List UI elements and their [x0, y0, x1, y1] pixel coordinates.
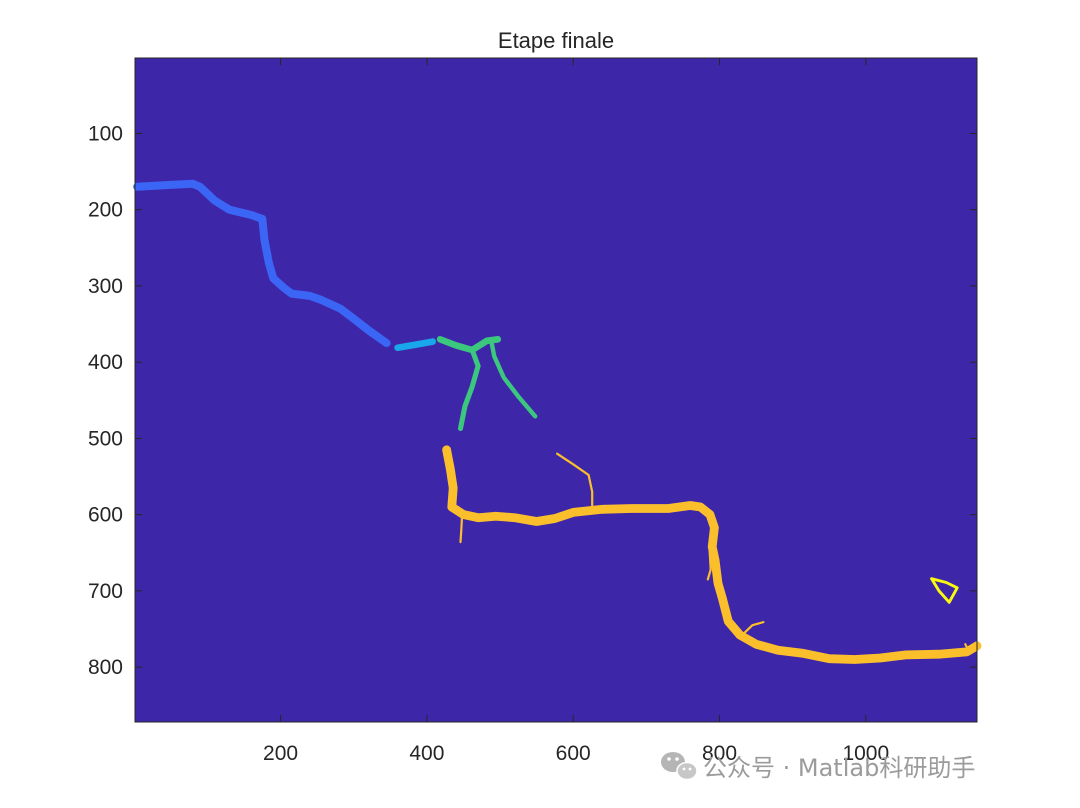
- path-segment-7: [555, 452, 594, 507]
- y-tick-label: 600: [88, 504, 123, 527]
- y-tick-label: 300: [88, 275, 123, 298]
- path-segment-2: [394, 338, 437, 352]
- x-tick-label: 800: [702, 742, 737, 765]
- path-segment-8: [459, 515, 464, 544]
- x-tick-label: 600: [556, 742, 591, 765]
- y-tick-label: 400: [88, 351, 123, 374]
- watermark: 公众号 · Matlab科研助手: [661, 752, 975, 782]
- y-tick-label: 500: [88, 427, 123, 450]
- path-segment-5: [489, 338, 538, 419]
- axes-background: [135, 58, 977, 722]
- x-tick-label: 1000: [842, 742, 889, 765]
- x-tick-label: 200: [263, 742, 298, 765]
- path-segment-1: [133, 179, 391, 348]
- y-tick-label: 100: [88, 122, 123, 145]
- y-axis: 100 200 300 400 500 600 700 800: [88, 122, 977, 679]
- path-segment-4: [457, 347, 481, 432]
- x-tick-label: 400: [409, 742, 444, 765]
- axes-frame: [134, 57, 978, 723]
- chart-title: Etape finale: [498, 28, 614, 53]
- plot-area: [133, 57, 982, 723]
- y-tick-label: 700: [88, 580, 123, 603]
- path-segment-10: [706, 543, 712, 581]
- path-segment-6: [442, 445, 982, 664]
- watermark-text: 公众号 · Matlab科研助手: [703, 754, 975, 782]
- path-segment-11: [964, 643, 971, 655]
- x-axis: 200 400 600 800 1000: [263, 58, 889, 765]
- wechat-icon: [661, 752, 698, 781]
- path-segment-12: [930, 577, 959, 604]
- path-segment-9: [741, 620, 765, 636]
- y-tick-label: 200: [88, 199, 123, 222]
- y-tick-label: 800: [88, 656, 123, 679]
- path-segments: [133, 179, 982, 664]
